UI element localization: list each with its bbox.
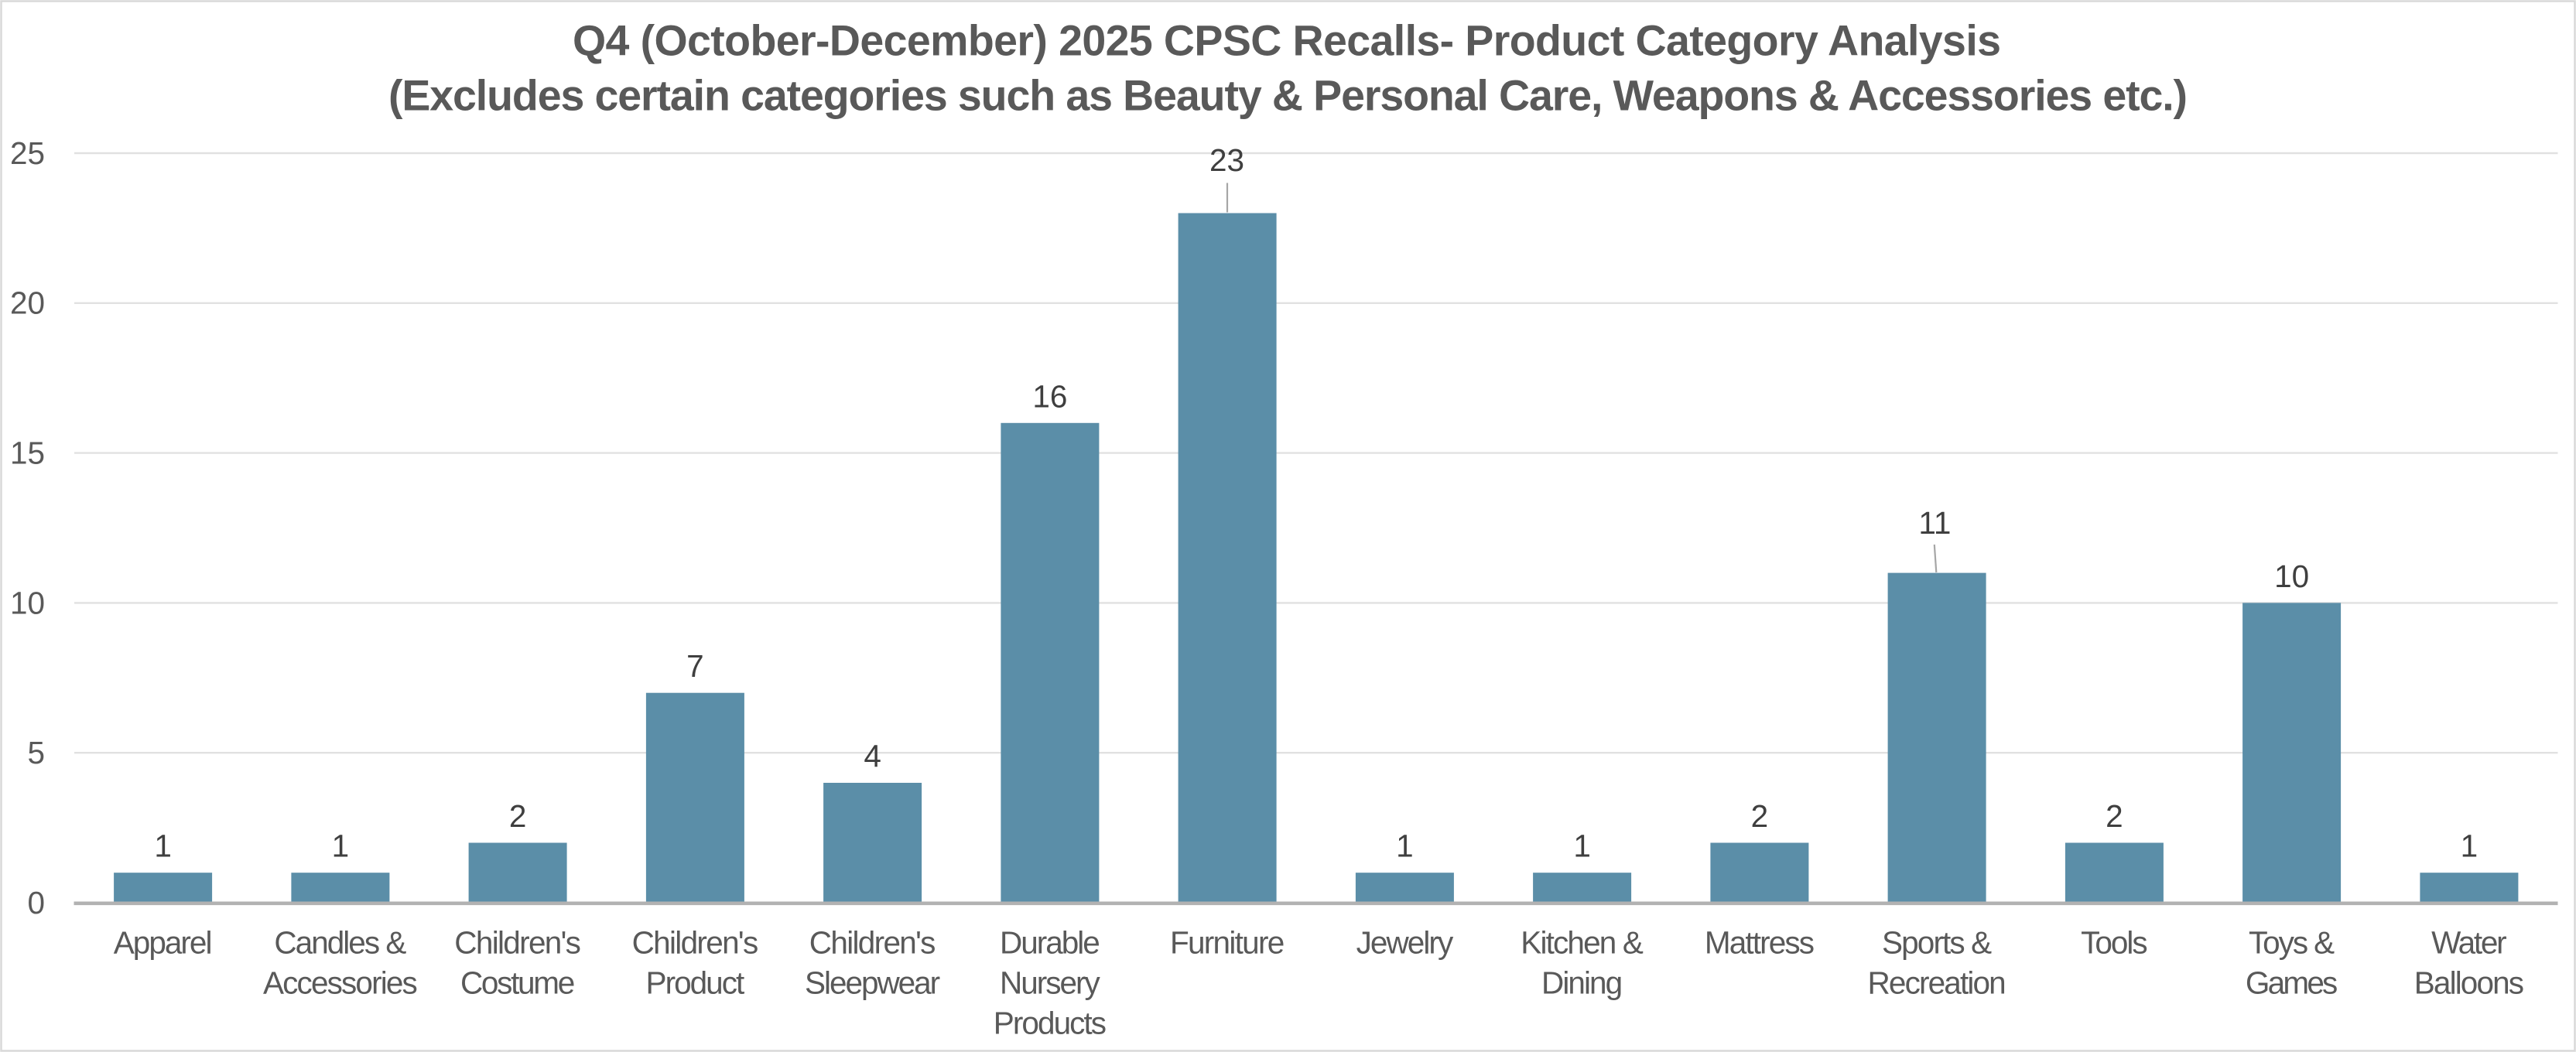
svg-text:Product: Product — [646, 965, 745, 1001]
svg-text:4: 4 — [864, 739, 881, 774]
svg-text:Products: Products — [994, 1006, 1107, 1041]
svg-text:Children's: Children's — [809, 925, 936, 961]
svg-text:Durable: Durable — [1000, 925, 1100, 961]
svg-text:Tools: Tools — [2081, 925, 2148, 961]
svg-text:Mattress: Mattress — [1705, 925, 1815, 961]
svg-text:2: 2 — [509, 798, 527, 834]
svg-text:Sports &: Sports & — [1882, 925, 1992, 961]
svg-text:1: 1 — [154, 828, 172, 864]
svg-text:25: 25 — [10, 135, 45, 171]
svg-text:Apparel: Apparel — [114, 925, 213, 961]
svg-text:10: 10 — [2274, 558, 2309, 594]
svg-text:Nursery: Nursery — [1000, 965, 1100, 1001]
svg-text:16: 16 — [1032, 378, 1067, 414]
svg-text:1: 1 — [2461, 828, 2479, 864]
svg-text:(Excludes certain categories s: (Excludes certain categories such as Bea… — [388, 72, 2188, 120]
svg-text:Jewelry: Jewelry — [1356, 925, 1454, 961]
svg-text:Toys &: Toys & — [2249, 925, 2335, 961]
svg-text:Accessories: Accessories — [263, 965, 418, 1001]
svg-text:Balloons: Balloons — [2414, 965, 2524, 1001]
svg-text:20: 20 — [10, 285, 45, 321]
svg-text:0: 0 — [27, 885, 45, 920]
svg-text:7: 7 — [686, 648, 704, 684]
svg-text:15: 15 — [10, 435, 45, 471]
svg-text:Q4 (October-December) 2025 CPS: Q4 (October-December) 2025 CPSC Recalls-… — [573, 17, 2001, 65]
svg-text:1: 1 — [332, 828, 350, 864]
svg-text:5: 5 — [27, 735, 45, 770]
svg-text:23: 23 — [1209, 142, 1244, 178]
svg-text:2: 2 — [2106, 798, 2123, 834]
svg-text:Sleepwear: Sleepwear — [805, 965, 940, 1001]
svg-text:11: 11 — [1918, 505, 1951, 541]
svg-text:Dining: Dining — [1541, 965, 1623, 1001]
svg-text:Kitchen &: Kitchen & — [1521, 925, 1644, 961]
svg-text:2: 2 — [1751, 798, 1769, 834]
svg-text:1: 1 — [1396, 828, 1414, 864]
svg-text:Candles &: Candles & — [274, 925, 406, 961]
svg-text:Children's: Children's — [454, 925, 581, 961]
svg-text:1: 1 — [1573, 828, 1591, 864]
svg-text:Children's: Children's — [632, 925, 759, 961]
svg-text:Furniture: Furniture — [1170, 925, 1285, 961]
svg-text:Recreation: Recreation — [1868, 965, 2006, 1001]
svg-text:Water: Water — [2431, 925, 2507, 961]
svg-text:10: 10 — [10, 585, 45, 620]
svg-text:Costume: Costume — [460, 965, 575, 1001]
svg-text:Games: Games — [2246, 965, 2338, 1001]
